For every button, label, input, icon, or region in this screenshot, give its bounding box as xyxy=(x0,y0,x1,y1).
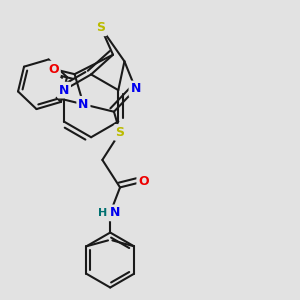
Text: N: N xyxy=(110,206,120,219)
Text: S: S xyxy=(97,21,106,34)
Text: N: N xyxy=(78,98,88,111)
Text: O: O xyxy=(138,175,149,188)
Text: N: N xyxy=(59,84,69,97)
Text: S: S xyxy=(116,126,124,139)
Text: N: N xyxy=(130,82,141,95)
Text: H: H xyxy=(98,208,107,218)
Text: O: O xyxy=(48,63,59,76)
